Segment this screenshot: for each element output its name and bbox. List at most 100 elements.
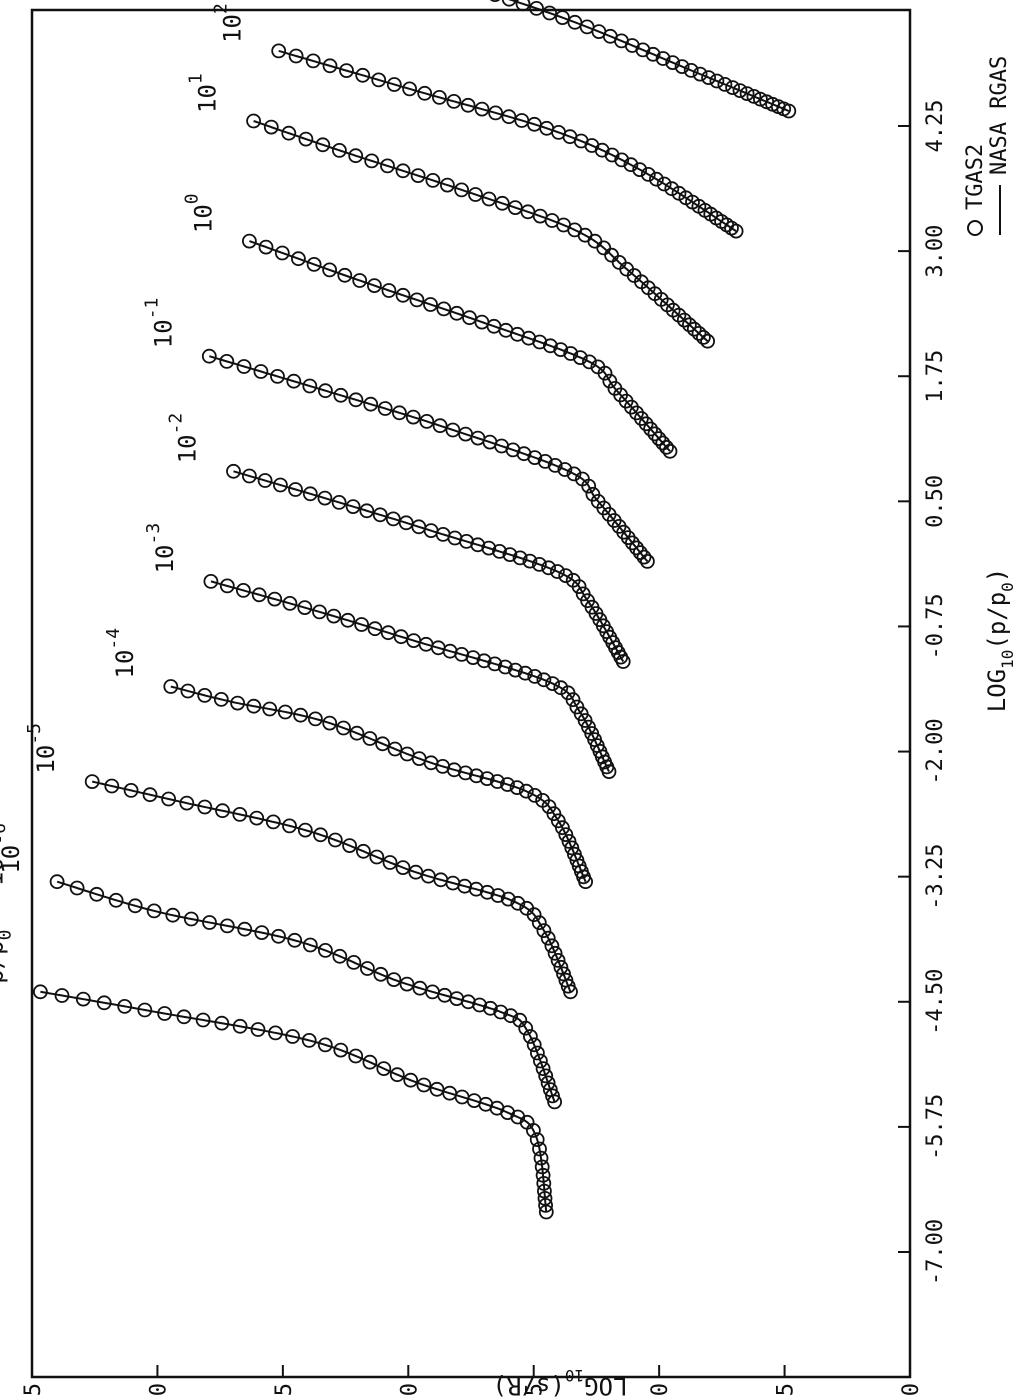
series-point [482, 1000, 498, 1016]
series-point [326, 608, 342, 624]
y-tick-label: 1.95 [272, 1383, 297, 1397]
y-axis-label-sub: 10 [565, 1366, 584, 1385]
curve-label-exp: -1 [141, 298, 162, 320]
series-point [363, 396, 379, 412]
series-point [377, 401, 393, 416]
series-point [567, 14, 583, 30]
series-point [534, 1159, 550, 1175]
series-point [285, 1029, 301, 1044]
series-point [655, 51, 671, 66]
curve-label-exp: 2 [211, 3, 232, 14]
series-point [176, 1009, 192, 1025]
series-point [686, 321, 702, 337]
curve-label-text: 10-5 [24, 723, 60, 774]
series-point [532, 1141, 547, 1157]
series-point [701, 70, 716, 85]
curve-label-base: 10 [111, 650, 139, 679]
series-point [274, 245, 290, 261]
plot-frame [30, 8, 912, 1379]
series-point [538, 1198, 553, 1213]
series-point [671, 185, 687, 201]
series-point [487, 656, 503, 672]
series-point [263, 119, 279, 135]
legend-label-tgas2: TGAS2 [963, 144, 988, 210]
y-axis-label-body: (s/R) [493, 1372, 565, 1397]
series-point [298, 131, 314, 147]
series-point [649, 171, 664, 187]
series-point [117, 999, 133, 1014]
series-point [542, 1082, 558, 1097]
series-point [509, 780, 525, 795]
series-point [419, 413, 435, 429]
series-point [512, 550, 528, 566]
series-point [474, 101, 490, 117]
series-point [582, 354, 597, 370]
series-point [526, 1037, 542, 1053]
series-point [272, 477, 288, 493]
series-point [215, 803, 230, 819]
series-point [629, 540, 644, 556]
series-point [315, 137, 331, 153]
series-point [665, 55, 681, 70]
series-point [219, 353, 235, 369]
series-point [297, 822, 313, 838]
series-point [590, 359, 606, 375]
series-point [553, 959, 569, 975]
series-point [322, 715, 338, 731]
series-point [445, 422, 461, 438]
series-point [691, 325, 707, 341]
series-point [488, 105, 504, 121]
series-point [348, 148, 364, 164]
series-point [226, 463, 241, 479]
series-point [553, 680, 569, 696]
series-point [402, 81, 418, 97]
series-point [302, 937, 318, 953]
series-point [163, 679, 179, 694]
x-tick-group: 0.50 [923, 475, 948, 528]
series-point [436, 301, 452, 317]
series-point [214, 1015, 230, 1031]
series-point [405, 409, 421, 425]
y-tick-label: 1.35 [774, 1383, 799, 1397]
curve-label: 10-6 [0, 823, 25, 874]
series-point [607, 380, 623, 396]
series-point [317, 383, 333, 399]
x-tick-group: 3.00 [923, 225, 948, 278]
series-point [137, 1002, 153, 1018]
series-line [209, 355, 649, 563]
series-point [527, 788, 543, 803]
series-point [282, 818, 297, 834]
series-point [317, 1037, 333, 1053]
x-tick-label: 0.50 [923, 475, 948, 528]
series-point [759, 94, 775, 110]
x-tick-group: 4.25 [923, 100, 948, 153]
series-point [376, 1061, 392, 1076]
series-point [479, 884, 495, 900]
x-tick-label: 3.00 [923, 225, 948, 278]
series-point [202, 915, 217, 930]
series-point [536, 923, 552, 938]
series-point [369, 849, 385, 865]
series-point [395, 287, 411, 303]
curve-label-base: 10 [149, 319, 177, 348]
series-point [501, 109, 517, 125]
series-point [557, 462, 573, 477]
series-point [569, 699, 585, 715]
series-point [494, 195, 510, 211]
series-point [348, 392, 364, 408]
series-point [460, 97, 476, 113]
series-point [96, 995, 112, 1011]
curve-label-text: ρ/ρ0 = 10-7 [0, 836, 15, 984]
series-point [306, 256, 322, 272]
series-point [746, 89, 762, 104]
curve-label-exp: 1 [186, 73, 207, 84]
curve-label-base: 10 [0, 845, 25, 874]
series-point [389, 1067, 405, 1083]
series-point [271, 928, 286, 944]
series-point [197, 688, 213, 703]
series-point [386, 77, 402, 92]
curve-label: ρ/ρ0 = 10-7 [0, 836, 15, 984]
series-point [417, 85, 433, 101]
series-point [49, 874, 65, 890]
series-point [104, 778, 120, 794]
